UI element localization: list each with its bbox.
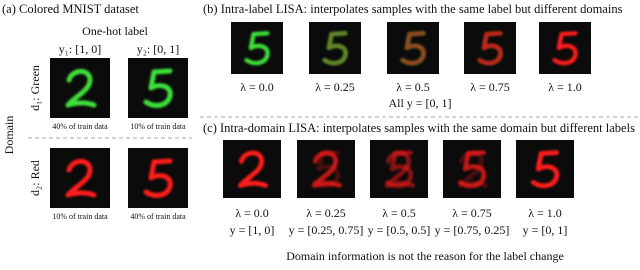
- lambda-label: λ = 0.0: [240, 80, 274, 94]
- image-background: [223, 140, 281, 198]
- caption: 10% of train data: [52, 212, 108, 221]
- image-background: [50, 58, 110, 118]
- lambda-label: λ = 0.0: [235, 206, 269, 220]
- lambda-label: λ = 0.5: [382, 206, 416, 220]
- digit-image: [128, 58, 188, 118]
- digit-image: [387, 22, 439, 74]
- row-label: d₂: Red: [28, 160, 42, 196]
- lambda-label: λ = 0.75: [470, 80, 510, 94]
- column-header: One-hot label: [82, 24, 148, 38]
- panel-title: (b) Intra-label LISA: interpolates sampl…: [203, 2, 623, 16]
- digit-image: [443, 140, 501, 198]
- digit-image: [50, 58, 110, 118]
- label-value: y = [0.75, 0.25]: [435, 223, 510, 237]
- digit-image: [516, 140, 574, 198]
- column-label: y₂: [0, 1]: [137, 42, 180, 56]
- lambda-label: λ = 0.5: [396, 80, 430, 94]
- caption: 10% of train data: [130, 122, 186, 131]
- row-label: d₁: Green: [28, 65, 42, 111]
- lambda-label: λ = 0.25: [306, 206, 346, 220]
- column-label: y₁: [1, 0]: [59, 42, 102, 56]
- lambda-label: λ = 1.0: [548, 80, 582, 94]
- label-value: y = [1, 0]: [230, 223, 275, 237]
- image-background: [50, 148, 110, 208]
- lambda-label: λ = 0.75: [452, 206, 492, 220]
- panel-title: (c) Intra-domain LISA: interpolates samp…: [203, 121, 635, 135]
- lambda-label: λ = 1.0: [528, 206, 562, 220]
- label-value: y = [0.25, 0.75]: [289, 223, 364, 237]
- label-note: All y = [0, 1]: [388, 96, 451, 110]
- panel-title: (a) Colored MNIST dataset: [2, 2, 139, 16]
- digit-image: [50, 148, 110, 208]
- row-header: Domain: [2, 116, 16, 155]
- digit-image: [309, 22, 361, 74]
- label-value: y = [0, 1]: [523, 223, 568, 237]
- caption: 40% of train data: [130, 212, 186, 221]
- digit-image: [464, 22, 516, 74]
- footer: Domain information is not the reason for…: [286, 249, 564, 263]
- caption: 40% of train data: [52, 122, 108, 131]
- digit-image: [223, 140, 281, 198]
- label-value: y = [0.5, 0.5]: [368, 223, 431, 237]
- digit-image: [128, 148, 188, 208]
- digit-image: [539, 22, 591, 74]
- lambda-label: λ = 0.25: [315, 80, 355, 94]
- digit-image: [231, 22, 283, 74]
- digit-image: [297, 140, 355, 198]
- digit-image: [370, 140, 428, 198]
